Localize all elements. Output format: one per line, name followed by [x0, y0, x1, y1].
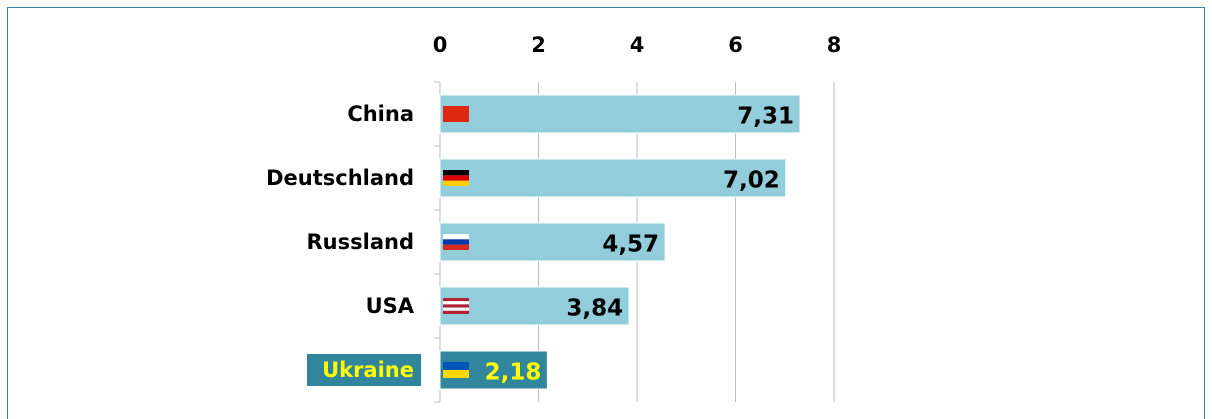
flag-stripe — [443, 244, 469, 250]
value-label: 4,57 — [602, 232, 659, 258]
flag-stripe — [443, 170, 469, 176]
x-tick-label: 2 — [531, 33, 546, 57]
flag-stripe — [443, 239, 469, 245]
flag-stripe — [443, 180, 469, 186]
category-label: USA — [366, 294, 415, 318]
flag-stripe — [443, 298, 469, 302]
value-label: 7,31 — [737, 104, 794, 130]
bar — [439, 94, 801, 134]
flag-stripe — [443, 310, 469, 314]
category-label: Russland — [307, 230, 414, 254]
x-tick-label: 0 — [433, 33, 448, 57]
bar — [439, 158, 787, 198]
flag-stripe — [443, 304, 469, 308]
flag-stripe — [443, 370, 469, 378]
bar — [439, 222, 666, 262]
flag-stripe — [443, 175, 469, 181]
category-label: Ukraine — [322, 358, 414, 382]
flag-stripe — [443, 301, 469, 305]
value-label: 7,02 — [723, 168, 780, 194]
frame — [7, 7, 1205, 419]
value-label: 2,18 — [485, 360, 542, 386]
x-tick-label: 6 — [728, 33, 743, 57]
label-highlight — [307, 354, 421, 386]
flag-stripe — [443, 106, 469, 122]
x-tick-label: 4 — [630, 33, 645, 57]
flag-stripe — [443, 307, 469, 311]
value-label: 3,84 — [566, 296, 623, 322]
category-label: Deutschland — [266, 166, 414, 190]
flag-stripe — [443, 234, 469, 240]
bar — [439, 286, 630, 326]
x-tick-label: 8 — [827, 33, 842, 57]
category-label: China — [347, 102, 414, 126]
flag-stripe — [443, 362, 469, 370]
